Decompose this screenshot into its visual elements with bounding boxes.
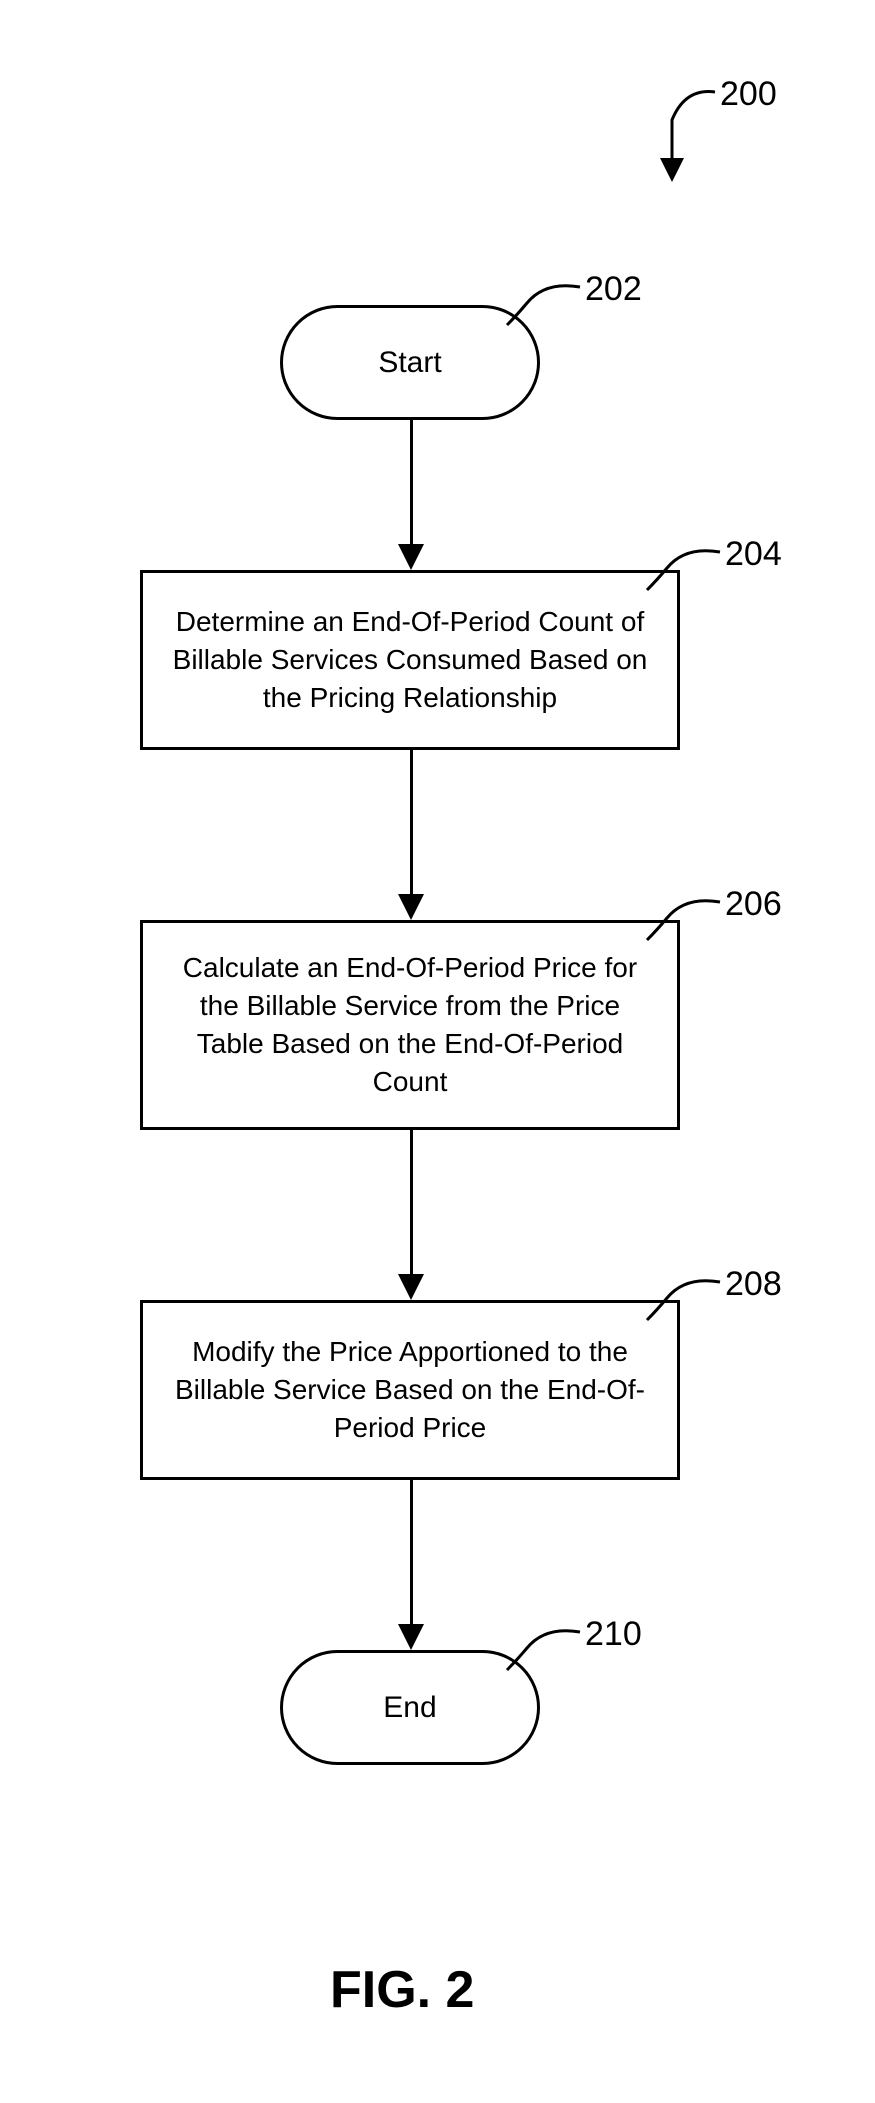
edge-start-determine-head [398, 544, 424, 570]
edge-calculate-modify [410, 1130, 413, 1274]
edge-determine-calculate-head [398, 894, 424, 920]
determine-node: Determine an End-Of-Period Count of Bill… [140, 570, 680, 750]
edge-start-determine [410, 420, 413, 544]
edge-modify-end-head [398, 1624, 424, 1650]
figure-leader [630, 80, 720, 190]
end-text: End [383, 1691, 436, 1725]
edge-calculate-modify-head [398, 1274, 424, 1300]
ref-label-208: 208 [725, 1265, 782, 1304]
ref-label-206: 206 [725, 885, 782, 924]
leader-202 [495, 275, 585, 330]
modify-text: Modify the Price Apportioned to the Bill… [165, 1333, 655, 1446]
figure-ref-label: 200 [720, 75, 777, 114]
determine-text: Determine an End-Of-Period Count of Bill… [165, 603, 655, 716]
ref-label-202: 202 [585, 270, 642, 309]
modify-node: Modify the Price Apportioned to the Bill… [140, 1300, 680, 1480]
calculate-text: Calculate an End-Of-Period Price for the… [165, 949, 655, 1100]
figure-caption: FIG. 2 [330, 1960, 474, 2020]
leader-204 [635, 540, 725, 595]
edge-modify-end [410, 1480, 413, 1624]
leader-206 [635, 890, 725, 945]
ref-label-210: 210 [585, 1615, 642, 1654]
edge-determine-calculate [410, 750, 413, 894]
ref-label-204: 204 [725, 535, 782, 574]
flowchart-canvas: 200 Start 202 Determine an End-Of-Period… [0, 0, 875, 2103]
leader-208 [635, 1270, 725, 1325]
calculate-node: Calculate an End-Of-Period Price for the… [140, 920, 680, 1130]
start-text: Start [378, 346, 441, 380]
leader-210 [495, 1620, 585, 1675]
